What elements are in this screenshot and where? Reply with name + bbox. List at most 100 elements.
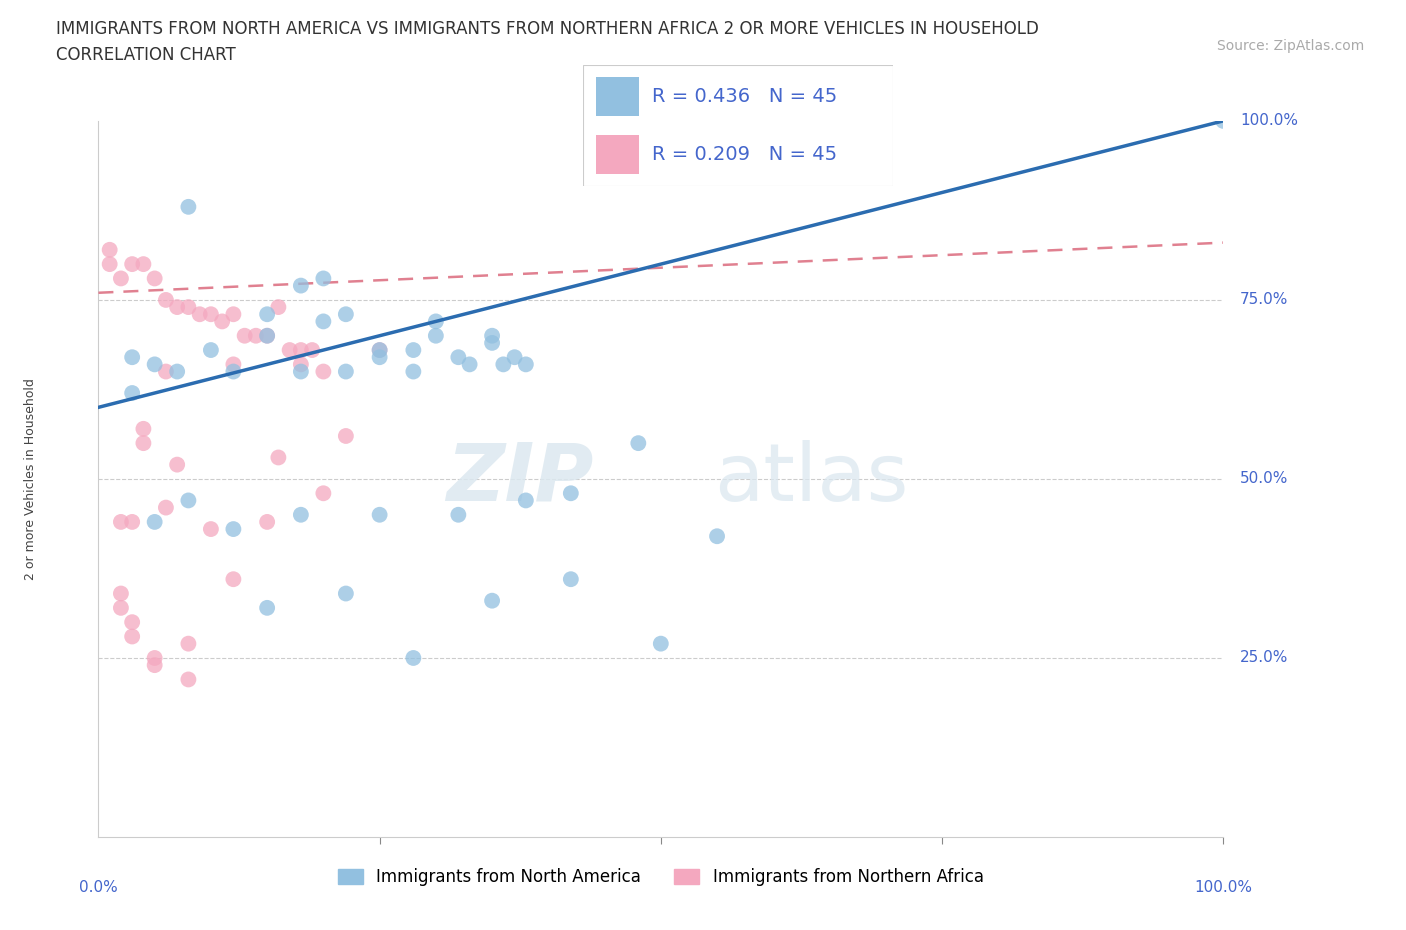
Point [211, 314, 233, 329]
Point [458, 357, 481, 372]
Point [515, 357, 537, 372]
Point [278, 342, 301, 357]
Point [503, 350, 526, 365]
Point [222, 357, 245, 372]
Text: 75.0%: 75.0% [1240, 292, 1288, 308]
Point [166, 299, 188, 314]
Point [425, 314, 447, 329]
Point [177, 493, 200, 508]
Point [222, 307, 245, 322]
Point [706, 529, 728, 544]
Point [1212, 113, 1234, 128]
Point [481, 328, 503, 343]
Point [121, 257, 143, 272]
Point [177, 672, 200, 687]
Text: 25.0%: 25.0% [1240, 650, 1288, 666]
Point [200, 307, 222, 322]
Point [256, 307, 278, 322]
Point [177, 199, 200, 214]
Point [290, 278, 312, 293]
Point [98, 257, 121, 272]
Point [560, 485, 582, 500]
Point [256, 601, 278, 616]
Point [233, 328, 256, 343]
Text: R = 0.436   N = 45: R = 0.436 N = 45 [651, 87, 837, 106]
Point [267, 299, 290, 314]
Text: ZIP: ZIP [446, 440, 593, 518]
Point [290, 357, 312, 372]
Point [312, 485, 335, 500]
Point [335, 429, 357, 444]
Point [447, 508, 470, 523]
Point [492, 357, 515, 372]
Text: 100.0%: 100.0% [1194, 880, 1253, 895]
Point [245, 328, 267, 343]
Point [132, 421, 155, 436]
Text: 0.0%: 0.0% [79, 880, 118, 895]
Point [368, 342, 391, 357]
Point [312, 365, 335, 379]
Point [110, 514, 132, 529]
Point [143, 651, 166, 666]
Point [515, 493, 537, 508]
Point [335, 586, 357, 601]
Point [155, 500, 177, 515]
Point [447, 350, 470, 365]
Point [312, 271, 335, 286]
Text: 50.0%: 50.0% [1240, 472, 1288, 486]
Text: CORRELATION CHART: CORRELATION CHART [56, 46, 236, 64]
Point [143, 514, 166, 529]
Point [98, 243, 121, 258]
Point [650, 636, 672, 651]
Point [143, 658, 166, 672]
Point [132, 257, 155, 272]
Bar [596, 135, 640, 174]
Point [166, 365, 188, 379]
Point [368, 350, 391, 365]
Point [200, 522, 222, 537]
Point [155, 365, 177, 379]
Point [143, 357, 166, 372]
Point [402, 651, 425, 666]
Point [256, 328, 278, 343]
Point [177, 299, 200, 314]
Point [200, 342, 222, 357]
Text: atlas: atlas [714, 440, 908, 518]
Point [267, 450, 290, 465]
Point [166, 458, 188, 472]
Point [481, 336, 503, 351]
Point [256, 514, 278, 529]
Point [335, 307, 357, 322]
Point [121, 386, 143, 401]
Point [368, 508, 391, 523]
Point [290, 342, 312, 357]
Point [121, 514, 143, 529]
Point [121, 629, 143, 644]
Point [627, 435, 650, 451]
Point [132, 435, 155, 451]
Text: Source: ZipAtlas.com: Source: ZipAtlas.com [1216, 39, 1364, 53]
Point [335, 365, 357, 379]
Point [256, 328, 278, 343]
Point [143, 271, 166, 286]
Legend: Immigrants from North America, Immigrants from Northern Africa: Immigrants from North America, Immigrant… [332, 862, 990, 893]
Point [402, 365, 425, 379]
Text: R = 0.209   N = 45: R = 0.209 N = 45 [651, 145, 837, 164]
Point [121, 350, 143, 365]
Point [222, 365, 245, 379]
Point [110, 586, 132, 601]
Point [177, 636, 200, 651]
Point [290, 365, 312, 379]
Text: 100.0%: 100.0% [1240, 113, 1298, 128]
Point [312, 314, 335, 329]
Point [368, 342, 391, 357]
Text: 2 or more Vehicles in Household: 2 or more Vehicles in Household [24, 378, 38, 580]
Point [110, 271, 132, 286]
Point [481, 593, 503, 608]
Point [222, 572, 245, 587]
Text: IMMIGRANTS FROM NORTH AMERICA VS IMMIGRANTS FROM NORTHERN AFRICA 2 OR MORE VEHIC: IMMIGRANTS FROM NORTH AMERICA VS IMMIGRA… [56, 20, 1039, 38]
Point [110, 601, 132, 616]
Bar [596, 77, 640, 116]
Point [222, 522, 245, 537]
Point [560, 572, 582, 587]
